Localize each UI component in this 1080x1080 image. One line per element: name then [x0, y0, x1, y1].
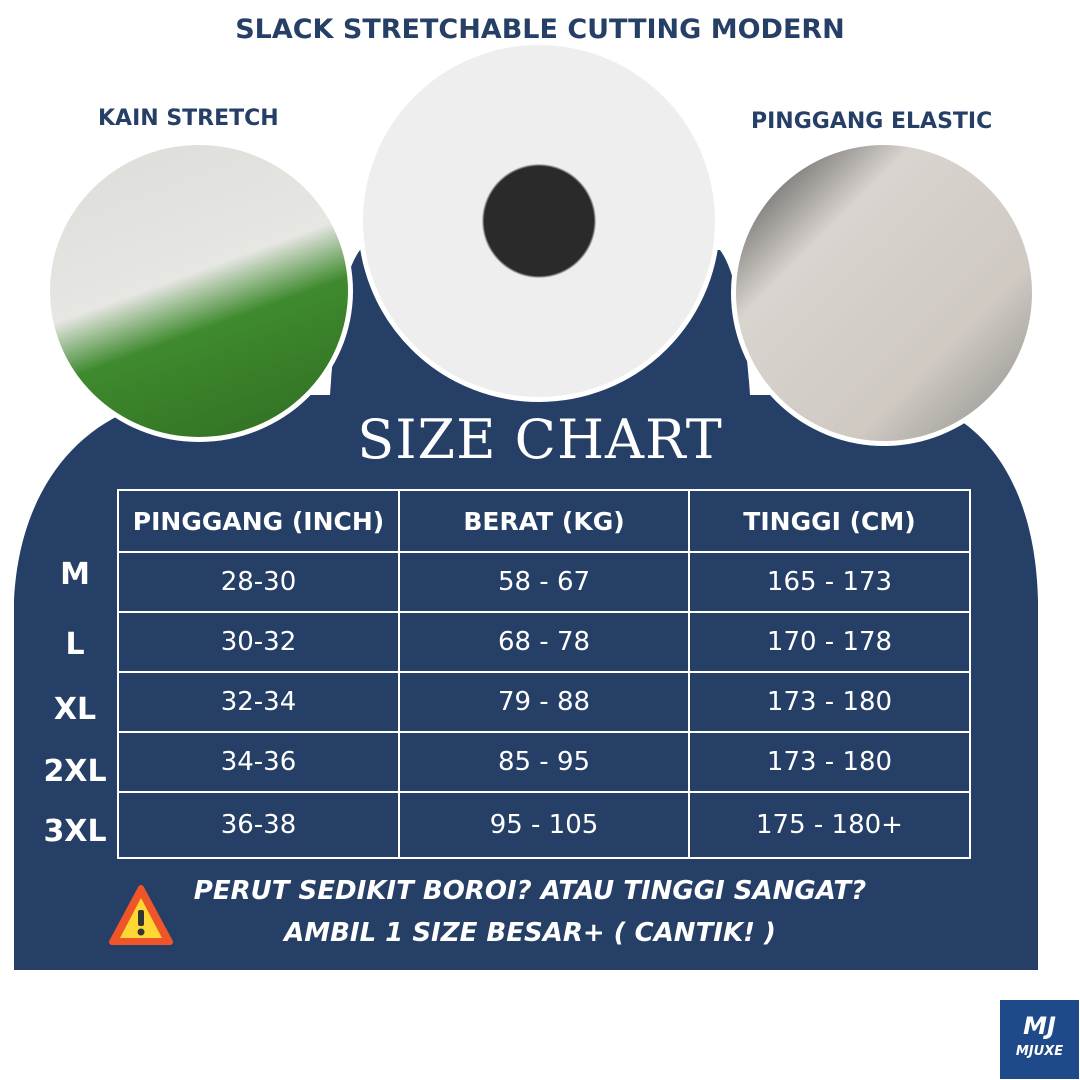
logo-mark: MJ — [1023, 1012, 1056, 1040]
cell-height: 175 - 180+ — [688, 791, 971, 859]
cell-waist: 32-34 — [117, 671, 400, 733]
cell-weight: 68 - 78 — [398, 611, 690, 673]
cell-height: 165 - 173 — [688, 551, 971, 613]
stretch-fabric-photo — [45, 140, 353, 442]
cell-weight: 95 - 105 — [398, 791, 690, 859]
header-height: TINGGI (CM) — [688, 489, 971, 553]
size-label: L — [65, 627, 85, 662]
cell-weight: 79 - 88 — [398, 671, 690, 733]
header-weight: BERAT (KG) — [398, 489, 690, 553]
elastic-waist-photo — [731, 140, 1037, 446]
warning-line-1: PERUT SEDIKIT BOROI? ATAU TINGGI SANGAT? — [193, 876, 867, 906]
size-label: 2XL — [43, 754, 107, 789]
cell-height: 173 - 180 — [688, 731, 971, 793]
warning-line-2: AMBIL 1 SIZE BESAR+ ( CANTIK! ) — [284, 918, 776, 948]
right-caption: PINGGANG ELASTIC — [751, 109, 993, 134]
cell-height: 173 - 180 — [688, 671, 971, 733]
cell-waist: 30-32 — [117, 611, 400, 673]
size-chart-heading: SIZE CHART — [357, 408, 723, 471]
mjuxe-logo: MJ MJUXE — [1000, 1000, 1079, 1079]
table-row: 30-32 68 - 78 170 - 178 — [117, 611, 971, 673]
model-pants-photo — [358, 40, 720, 402]
table-row: 28-30 58 - 67 165 - 173 — [117, 551, 971, 613]
cell-height: 170 - 178 — [688, 611, 971, 673]
table-header-row: PINGGANG (INCH) BERAT (KG) TINGGI (CM) — [117, 489, 971, 553]
header-waist: PINGGANG (INCH) — [117, 489, 400, 553]
table-row: 36-38 95 - 105 175 - 180+ — [117, 791, 971, 859]
logo-text: MJUXE — [1015, 1044, 1064, 1059]
cell-waist: 34-36 — [117, 731, 400, 793]
left-caption: KAIN STRETCH — [98, 106, 279, 131]
size-label: M — [60, 557, 90, 592]
product-title: SLACK STRETCHABLE CUTTING MODERN — [235, 14, 845, 45]
warning-triangle-icon — [109, 885, 173, 945]
cell-weight: 85 - 95 — [398, 731, 690, 793]
table-row: 34-36 85 - 95 173 - 180 — [117, 731, 971, 793]
table-row: 32-34 79 - 88 173 - 180 — [117, 671, 971, 733]
size-label: 3XL — [43, 814, 107, 849]
cell-waist: 28-30 — [117, 551, 400, 613]
cell-weight: 58 - 67 — [398, 551, 690, 613]
cell-waist: 36-38 — [117, 791, 400, 859]
size-label: XL — [53, 692, 97, 727]
size-table: PINGGANG (INCH) BERAT (KG) TINGGI (CM) 2… — [117, 489, 971, 859]
